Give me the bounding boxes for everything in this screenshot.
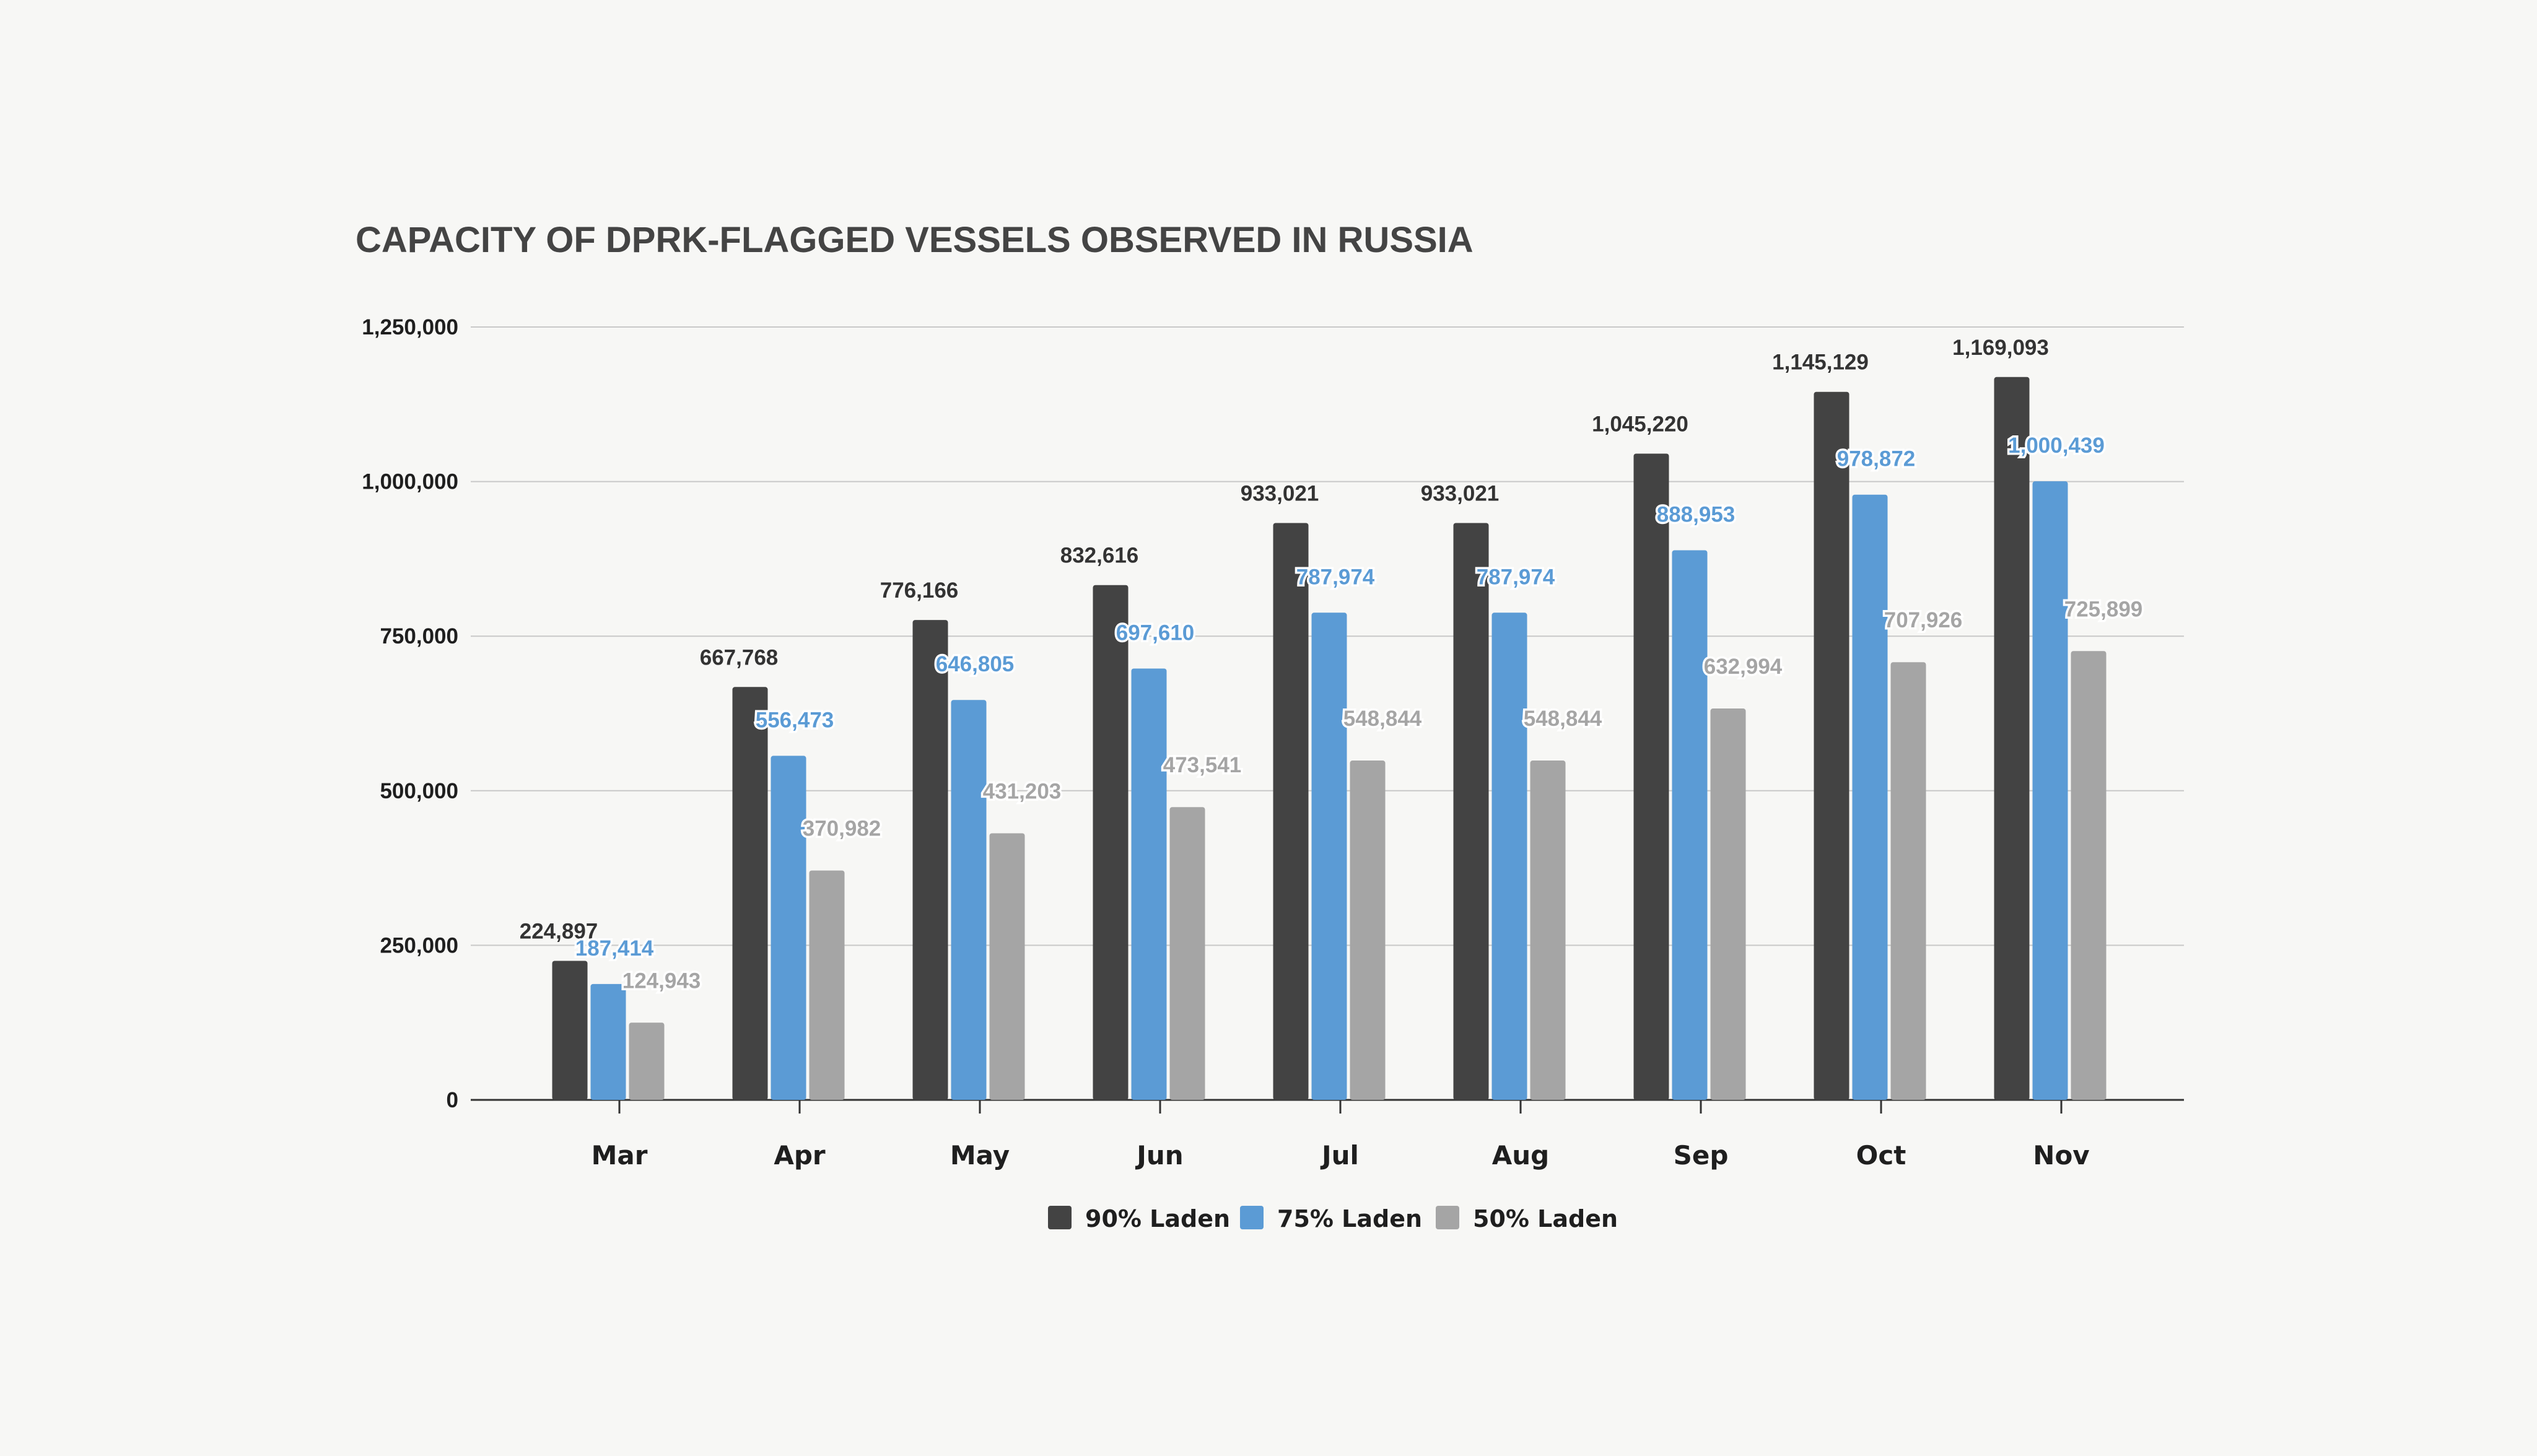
y-tick-label: 0 (447, 1088, 458, 1112)
data-label: 832,616 (1060, 544, 1139, 568)
data-label: 725,899 (2064, 597, 2143, 621)
legend-item: 90% Laden (1048, 1205, 1230, 1232)
bar (1311, 612, 1347, 1100)
bar (1633, 453, 1669, 1100)
bar (732, 687, 768, 1100)
data-label: 933,021 (1421, 481, 1500, 505)
bar (590, 983, 626, 1100)
data-label: 1,169,093 (1952, 336, 2049, 360)
bar (1814, 391, 1849, 1101)
y-tick-label: 1,250,000 (362, 315, 458, 339)
data-label: 124,943 (622, 969, 701, 993)
bar (2071, 651, 2107, 1100)
bar (1131, 668, 1167, 1100)
data-label: 548,844 (1524, 707, 1602, 731)
data-label: 632,994 (1704, 655, 1783, 679)
data-label: 1,045,220 (1592, 412, 1688, 436)
bar (1093, 585, 1129, 1100)
x-tick-label: Aug (1492, 1140, 1549, 1170)
legend-item: 50% Laden (1436, 1205, 1618, 1232)
bars (552, 377, 2107, 1101)
bar (1453, 523, 1489, 1100)
legend-item: 75% Laden (1240, 1205, 1422, 1232)
bar (1672, 550, 1708, 1100)
x-axis-ticks: Mar Apr May Jun Jul Aug Sep Oct Nov (592, 1100, 2090, 1170)
legend-swatch (1240, 1206, 1264, 1229)
bar (1273, 523, 1309, 1100)
bar (771, 756, 806, 1100)
x-tick-label: May (950, 1140, 1010, 1170)
x-tick-label: Oct (1856, 1140, 1906, 1170)
data-label: 1,000,439 (2008, 434, 2105, 458)
data-label: 978,872 (1837, 447, 1916, 471)
data-label: 1,145,129 (1772, 351, 1869, 375)
data-label: 473,541 (1163, 753, 1242, 777)
bar (1710, 708, 1746, 1100)
x-tick-label: Jun (1135, 1140, 1183, 1170)
data-label: 224,897 (520, 919, 598, 943)
data-label: 787,974 (1296, 565, 1375, 589)
bar (989, 833, 1025, 1100)
chart-title: CAPACITY OF DPRK-FLAGGED VESSELS OBSERVE… (356, 220, 1474, 260)
data-label: 187,414 (575, 936, 654, 961)
data-label: 697,610 (1116, 621, 1195, 645)
legend-label: 90% Laden (1085, 1205, 1230, 1232)
bar (1852, 494, 1888, 1100)
x-tick-label: Jul (1320, 1140, 1359, 1170)
data-label: 933,021 (1241, 481, 1319, 505)
data-label: 787,974 (1477, 565, 1555, 589)
y-tick-label: 500,000 (380, 779, 458, 803)
data-label: 707,926 (1884, 608, 1963, 632)
legend-label: 50% Laden (1473, 1205, 1618, 1232)
bar (809, 870, 845, 1100)
bar (1491, 612, 1527, 1100)
bar (1169, 807, 1205, 1100)
y-tick-label: 750,000 (380, 624, 458, 648)
x-tick-label: Apr (774, 1140, 826, 1170)
bar (552, 961, 588, 1100)
bar (912, 620, 948, 1100)
data-label: 548,844 (1343, 707, 1422, 731)
data-label: 646,805 (936, 652, 1015, 676)
bar (1994, 377, 2030, 1100)
bar (1350, 761, 1386, 1100)
data-label: 556,473 (756, 708, 834, 732)
y-tick-label: 1,000,000 (362, 470, 458, 494)
data-label: 888,953 (1657, 502, 1736, 526)
data-label: 431,203 (983, 779, 1062, 803)
legend-label: 75% Laden (1277, 1205, 1422, 1232)
x-tick-label: Sep (1674, 1140, 1729, 1170)
legend-swatch (1436, 1206, 1459, 1229)
bar (629, 1022, 665, 1100)
bar (951, 700, 987, 1100)
data-label: 370,982 (803, 817, 881, 841)
y-tick-label: 250,000 (380, 933, 458, 957)
x-tick-label: Mar (592, 1140, 648, 1170)
legend-swatch (1048, 1206, 1072, 1229)
data-label: 776,166 (880, 578, 959, 603)
bar (1530, 761, 1566, 1100)
y-axis-ticks: 0 250,000 500,000 750,000 1,000,000 1,250,000 (362, 315, 458, 1112)
bar (2032, 481, 2068, 1100)
legend: 90% Laden 75% Laden 50% Laden (1048, 1205, 1618, 1232)
x-tick-label: Nov (2033, 1140, 2089, 1170)
bar (1890, 662, 1926, 1100)
data-label: 667,768 (700, 645, 779, 669)
